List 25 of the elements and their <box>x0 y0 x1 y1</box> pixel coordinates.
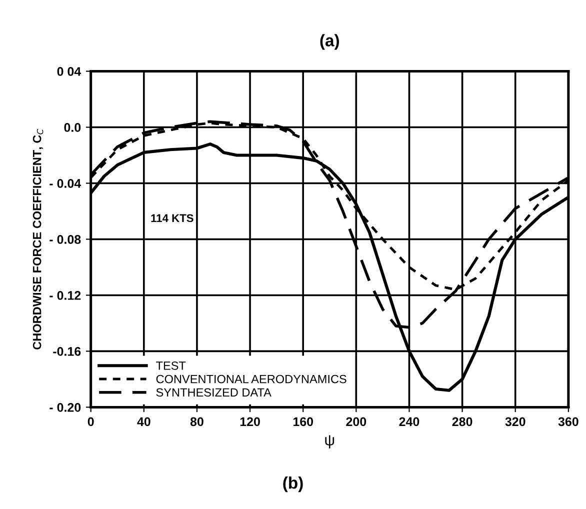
y-tick-label: - 0.08 <box>50 235 81 244</box>
y-tick-label: 0.0 <box>64 123 81 132</box>
legend-label: SYNTHESIZED DATA <box>156 388 272 397</box>
annotation: 114 KTS <box>151 214 194 222</box>
x-tick-label: 40 <box>137 417 150 426</box>
y-axis-title: CHORDWISE FORCE COEFFICIENT, C$_{C}$ <box>32 128 44 350</box>
x-axis-title: ψ <box>325 435 334 448</box>
chart-title: (a) <box>320 34 339 50</box>
y-tick-label: 0 04 <box>57 67 82 76</box>
x-tick-label: 240 <box>399 417 420 426</box>
x-tick-label: 80 <box>190 417 204 426</box>
legend-label: CONVENTIONAL AERODYNAMICS <box>156 374 346 384</box>
x-tick-label: 280 <box>452 417 472 426</box>
y-tick-label: - 0.12 <box>50 291 81 300</box>
x-tick-label: 360 <box>558 417 578 426</box>
y-tick-label: - 0.04 <box>50 179 82 188</box>
x-tick-label: 160 <box>293 417 314 426</box>
x-tick-label: 320 <box>505 417 526 426</box>
y-tick-label: - 0.20 <box>50 403 81 412</box>
y-tick-label: -0.16 <box>53 347 81 356</box>
text: (b) <box>283 476 303 492</box>
legend-label: TEST <box>156 362 186 370</box>
x-tick-label: 0 <box>88 417 94 426</box>
x-tick-label: 120 <box>240 417 260 426</box>
x-tick-label: 200 <box>346 417 366 426</box>
